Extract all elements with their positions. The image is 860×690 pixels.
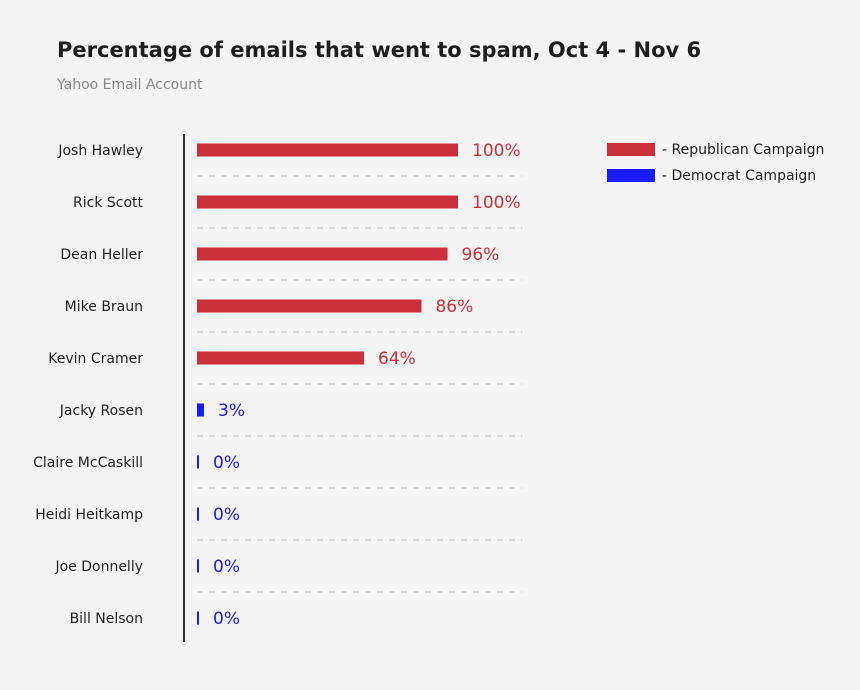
value-label: 96% xyxy=(462,245,500,265)
value-label: 0% xyxy=(213,505,240,525)
chart-subtitle: Yahoo Email Account xyxy=(57,77,203,93)
value-label: 0% xyxy=(213,453,240,473)
legend-label: - Democrat Campaign xyxy=(662,168,816,184)
category-label: Heidi Heitkamp xyxy=(35,507,143,523)
legend-label: - Republican Campaign xyxy=(662,142,824,158)
legend-swatch xyxy=(607,169,655,182)
bar xyxy=(197,455,199,469)
value-label: 0% xyxy=(213,557,240,577)
value-label: 0% xyxy=(213,609,240,629)
category-label: Rick Scott xyxy=(73,195,144,211)
category-label: Josh Hawley xyxy=(57,143,143,159)
bar xyxy=(197,195,458,209)
category-label: Mike Braun xyxy=(65,299,143,315)
bar xyxy=(197,559,199,573)
bar xyxy=(197,143,458,157)
chart-title: Percentage of emails that went to spam, … xyxy=(57,38,702,62)
bar xyxy=(197,507,199,521)
category-label: Joe Donnelly xyxy=(54,559,143,575)
category-label: Jacky Rosen xyxy=(59,403,143,419)
category-label: Kevin Cramer xyxy=(48,351,143,367)
value-label: 3% xyxy=(218,401,245,421)
category-label: Dean Heller xyxy=(60,247,143,263)
bar xyxy=(197,403,204,417)
value-label: 64% xyxy=(378,349,416,369)
category-label: Bill Nelson xyxy=(70,611,143,627)
category-label: Claire McCaskill xyxy=(33,455,143,471)
value-label: 100% xyxy=(472,193,521,213)
legend-swatch xyxy=(607,143,655,156)
value-label: 86% xyxy=(435,297,473,317)
bar xyxy=(197,351,365,365)
value-label: 100% xyxy=(472,141,521,161)
bar xyxy=(197,299,422,313)
bar xyxy=(197,247,448,261)
bar xyxy=(197,611,199,625)
